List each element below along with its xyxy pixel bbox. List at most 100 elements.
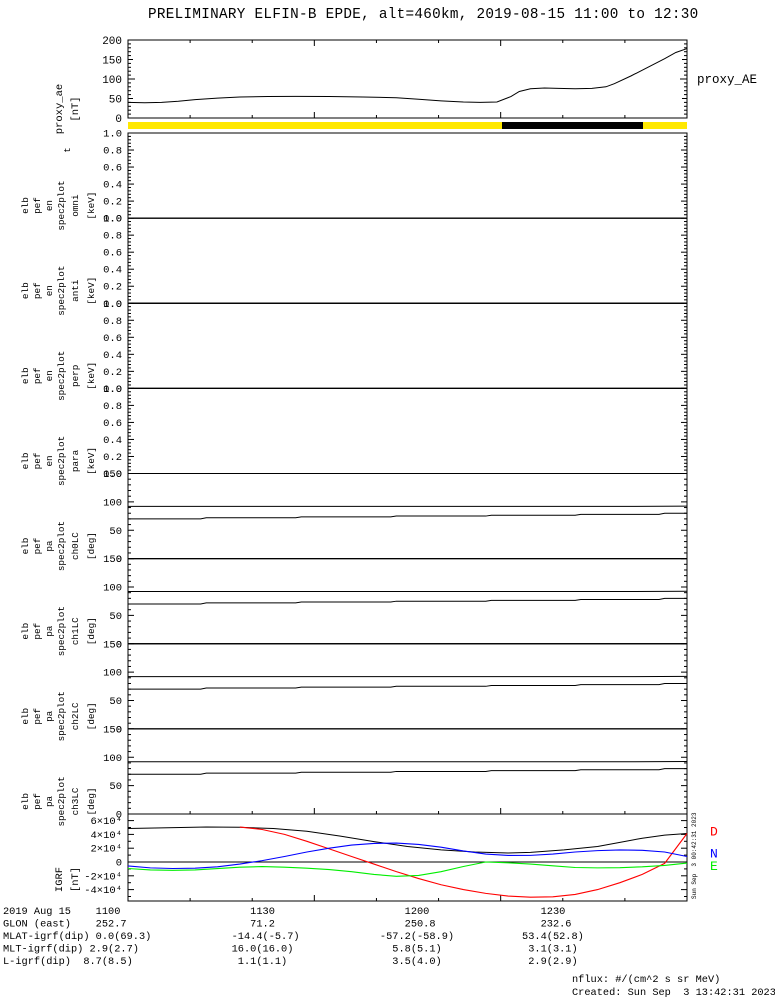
svg-text:pef: pef [32, 623, 43, 640]
svg-text:[keV]: [keV] [86, 277, 97, 305]
svg-text:en: en [44, 370, 55, 381]
svg-text:50: 50 [109, 95, 122, 107]
svg-text:elb: elb [20, 623, 31, 640]
svg-text:0.8: 0.8 [103, 146, 122, 158]
svg-text:GLON (east) 252.7: GLON (east) 252.7 71.2 250.8 232.6 [3, 919, 571, 931]
svg-text:0.8: 0.8 [103, 401, 122, 413]
svg-text:150: 150 [103, 554, 122, 566]
svg-text:elb: elb [20, 538, 31, 555]
svg-text:2×10⁴: 2×10⁴ [90, 844, 122, 856]
svg-text:pef: pef [32, 453, 43, 470]
svg-text:[nT]: [nT] [70, 867, 82, 892]
svg-text:150: 150 [103, 469, 122, 481]
svg-text:0.6: 0.6 [103, 418, 122, 430]
svg-text:50: 50 [109, 526, 122, 538]
svg-text:1.0: 1.0 [103, 299, 122, 311]
svg-text:2019 Aug 15 1100: 2019 Aug 15 1100 1130 1200 1230 [3, 906, 565, 918]
svg-text:[deg]: [deg] [86, 617, 97, 645]
svg-text:pef: pef [32, 197, 43, 214]
svg-text:elb: elb [20, 197, 31, 214]
svg-text:1.0: 1.0 [103, 384, 122, 396]
svg-text:0.2: 0.2 [103, 197, 122, 209]
svg-text:0.6: 0.6 [103, 163, 122, 175]
svg-text:Created: Sun Sep 3 13:42:31 2: Created: Sun Sep 3 13:42:31 2023 [572, 987, 775, 999]
svg-text:MLT-igrf(dip) 2.9(2.7): MLT-igrf(dip) 2.9(2.7) 16.0(16.0) 5.8(5.… [3, 944, 578, 956]
svg-text:50: 50 [109, 696, 122, 708]
svg-text:0.2: 0.2 [103, 282, 122, 294]
svg-text:t: t [63, 147, 73, 152]
svg-text:elb: elb [20, 793, 31, 810]
svg-text:0.4: 0.4 [103, 265, 122, 277]
svg-text:omni: omni [70, 194, 81, 217]
svg-text:1.0: 1.0 [103, 214, 122, 226]
svg-text:0.6: 0.6 [103, 333, 122, 345]
svg-text:[deg]: [deg] [86, 702, 97, 730]
svg-text:[deg]: [deg] [86, 787, 97, 815]
svg-text:Sun Sep 3 00:42:31 2023: Sun Sep 3 00:42:31 2023 [691, 812, 698, 899]
svg-text:0: 0 [115, 114, 122, 126]
svg-text:1.0: 1.0 [103, 129, 122, 141]
svg-text:spec2plot: spec2plot [56, 606, 67, 656]
svg-text:100: 100 [103, 753, 122, 765]
svg-text:0.8: 0.8 [103, 231, 122, 243]
svg-text:spec2plot: spec2plot [56, 521, 67, 571]
svg-text:pa: pa [44, 710, 55, 722]
svg-text:-2×10⁴: -2×10⁴ [84, 871, 122, 883]
svg-text:50: 50 [109, 611, 122, 623]
svg-text:elb: elb [20, 367, 31, 384]
svg-text:6×10⁴: 6×10⁴ [90, 816, 122, 828]
svg-text:200: 200 [102, 36, 122, 48]
svg-text:MLAT-igrf(dip) 0.0(69.3): MLAT-igrf(dip) 0.0(69.3) -14.4(-5.7) -57… [3, 931, 584, 943]
svg-text:pa: pa [44, 795, 55, 807]
svg-text:en: en [44, 455, 55, 466]
svg-text:[keV]: [keV] [86, 192, 97, 220]
svg-text:ch0LC: ch0LC [70, 532, 81, 560]
svg-text:150: 150 [102, 56, 122, 68]
svg-text:150: 150 [103, 639, 122, 651]
svg-text:4×10⁴: 4×10⁴ [90, 830, 122, 842]
svg-text:150: 150 [103, 724, 122, 736]
svg-text:spec2plot: spec2plot [56, 776, 67, 826]
svg-text:[keV]: [keV] [86, 362, 97, 390]
svg-text:anti: anti [70, 279, 81, 302]
svg-text:[deg]: [deg] [86, 532, 97, 560]
svg-text:proxy_AE: proxy_AE [697, 73, 757, 87]
svg-text:ch3LC: ch3LC [70, 787, 81, 815]
svg-text:pa: pa [44, 625, 55, 637]
svg-text:ch2LC: ch2LC [70, 702, 81, 730]
svg-text:IGRF: IGRF [54, 867, 66, 892]
svg-text:spec2plot: spec2plot [56, 266, 67, 316]
svg-text:en: en [44, 285, 55, 296]
svg-text:-4×10⁴: -4×10⁴ [84, 885, 122, 897]
svg-text:pef: pef [32, 367, 43, 384]
svg-text:pef: pef [32, 793, 43, 810]
svg-text:perp: perp [70, 365, 81, 387]
svg-text:0.4: 0.4 [103, 435, 122, 447]
svg-text:spec2plot: spec2plot [56, 351, 67, 401]
svg-text:pef: pef [32, 538, 43, 555]
svg-text:pef: pef [32, 282, 43, 299]
svg-text:0.4: 0.4 [103, 350, 122, 362]
svg-text:0: 0 [116, 858, 122, 870]
svg-text:L-igrf(dip) 8.7(8.5): L-igrf(dip) 8.7(8.5) 1.1(1.1) 3.5(4.0) 2… [3, 956, 578, 968]
svg-text:0.6: 0.6 [103, 248, 122, 260]
svg-text:100: 100 [102, 75, 122, 87]
svg-text:elb: elb [20, 453, 31, 470]
svg-text:0.8: 0.8 [103, 316, 122, 328]
svg-text:[nT]: [nT] [70, 96, 82, 121]
svg-text:D: D [710, 825, 718, 840]
svg-text:elb: elb [20, 282, 31, 299]
svg-text:0.4: 0.4 [103, 180, 122, 192]
svg-text:spec2plot: spec2plot [56, 180, 67, 230]
svg-text:para: para [70, 449, 81, 472]
svg-text:nflux: #/(cm^2 s sr MeV): nflux: #/(cm^2 s sr MeV) [572, 974, 720, 986]
svg-text:E: E [710, 859, 718, 874]
svg-text:ch1LC: ch1LC [70, 617, 81, 645]
svg-text:50: 50 [109, 781, 122, 793]
svg-text:100: 100 [103, 497, 122, 509]
svg-text:100: 100 [103, 583, 122, 595]
svg-text:spec2plot: spec2plot [56, 436, 67, 486]
svg-text:0.2: 0.2 [103, 367, 122, 379]
svg-text:pef: pef [32, 708, 43, 725]
svg-text:en: en [44, 200, 55, 211]
